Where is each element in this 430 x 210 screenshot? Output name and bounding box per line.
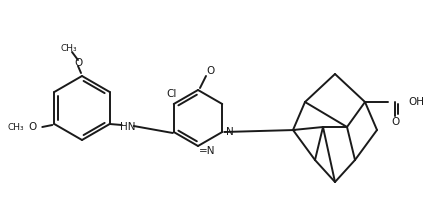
Text: O: O [206,66,214,76]
Text: =N: =N [199,146,215,156]
Text: O: O [28,122,36,132]
Text: O: O [391,117,399,127]
Text: CH₃: CH₃ [8,122,24,131]
Text: OH: OH [408,97,424,107]
Text: O: O [74,58,82,68]
Text: N: N [226,127,234,137]
Text: HN: HN [120,122,135,132]
Text: Cl: Cl [166,89,177,99]
Text: CH₃: CH₃ [61,43,77,52]
